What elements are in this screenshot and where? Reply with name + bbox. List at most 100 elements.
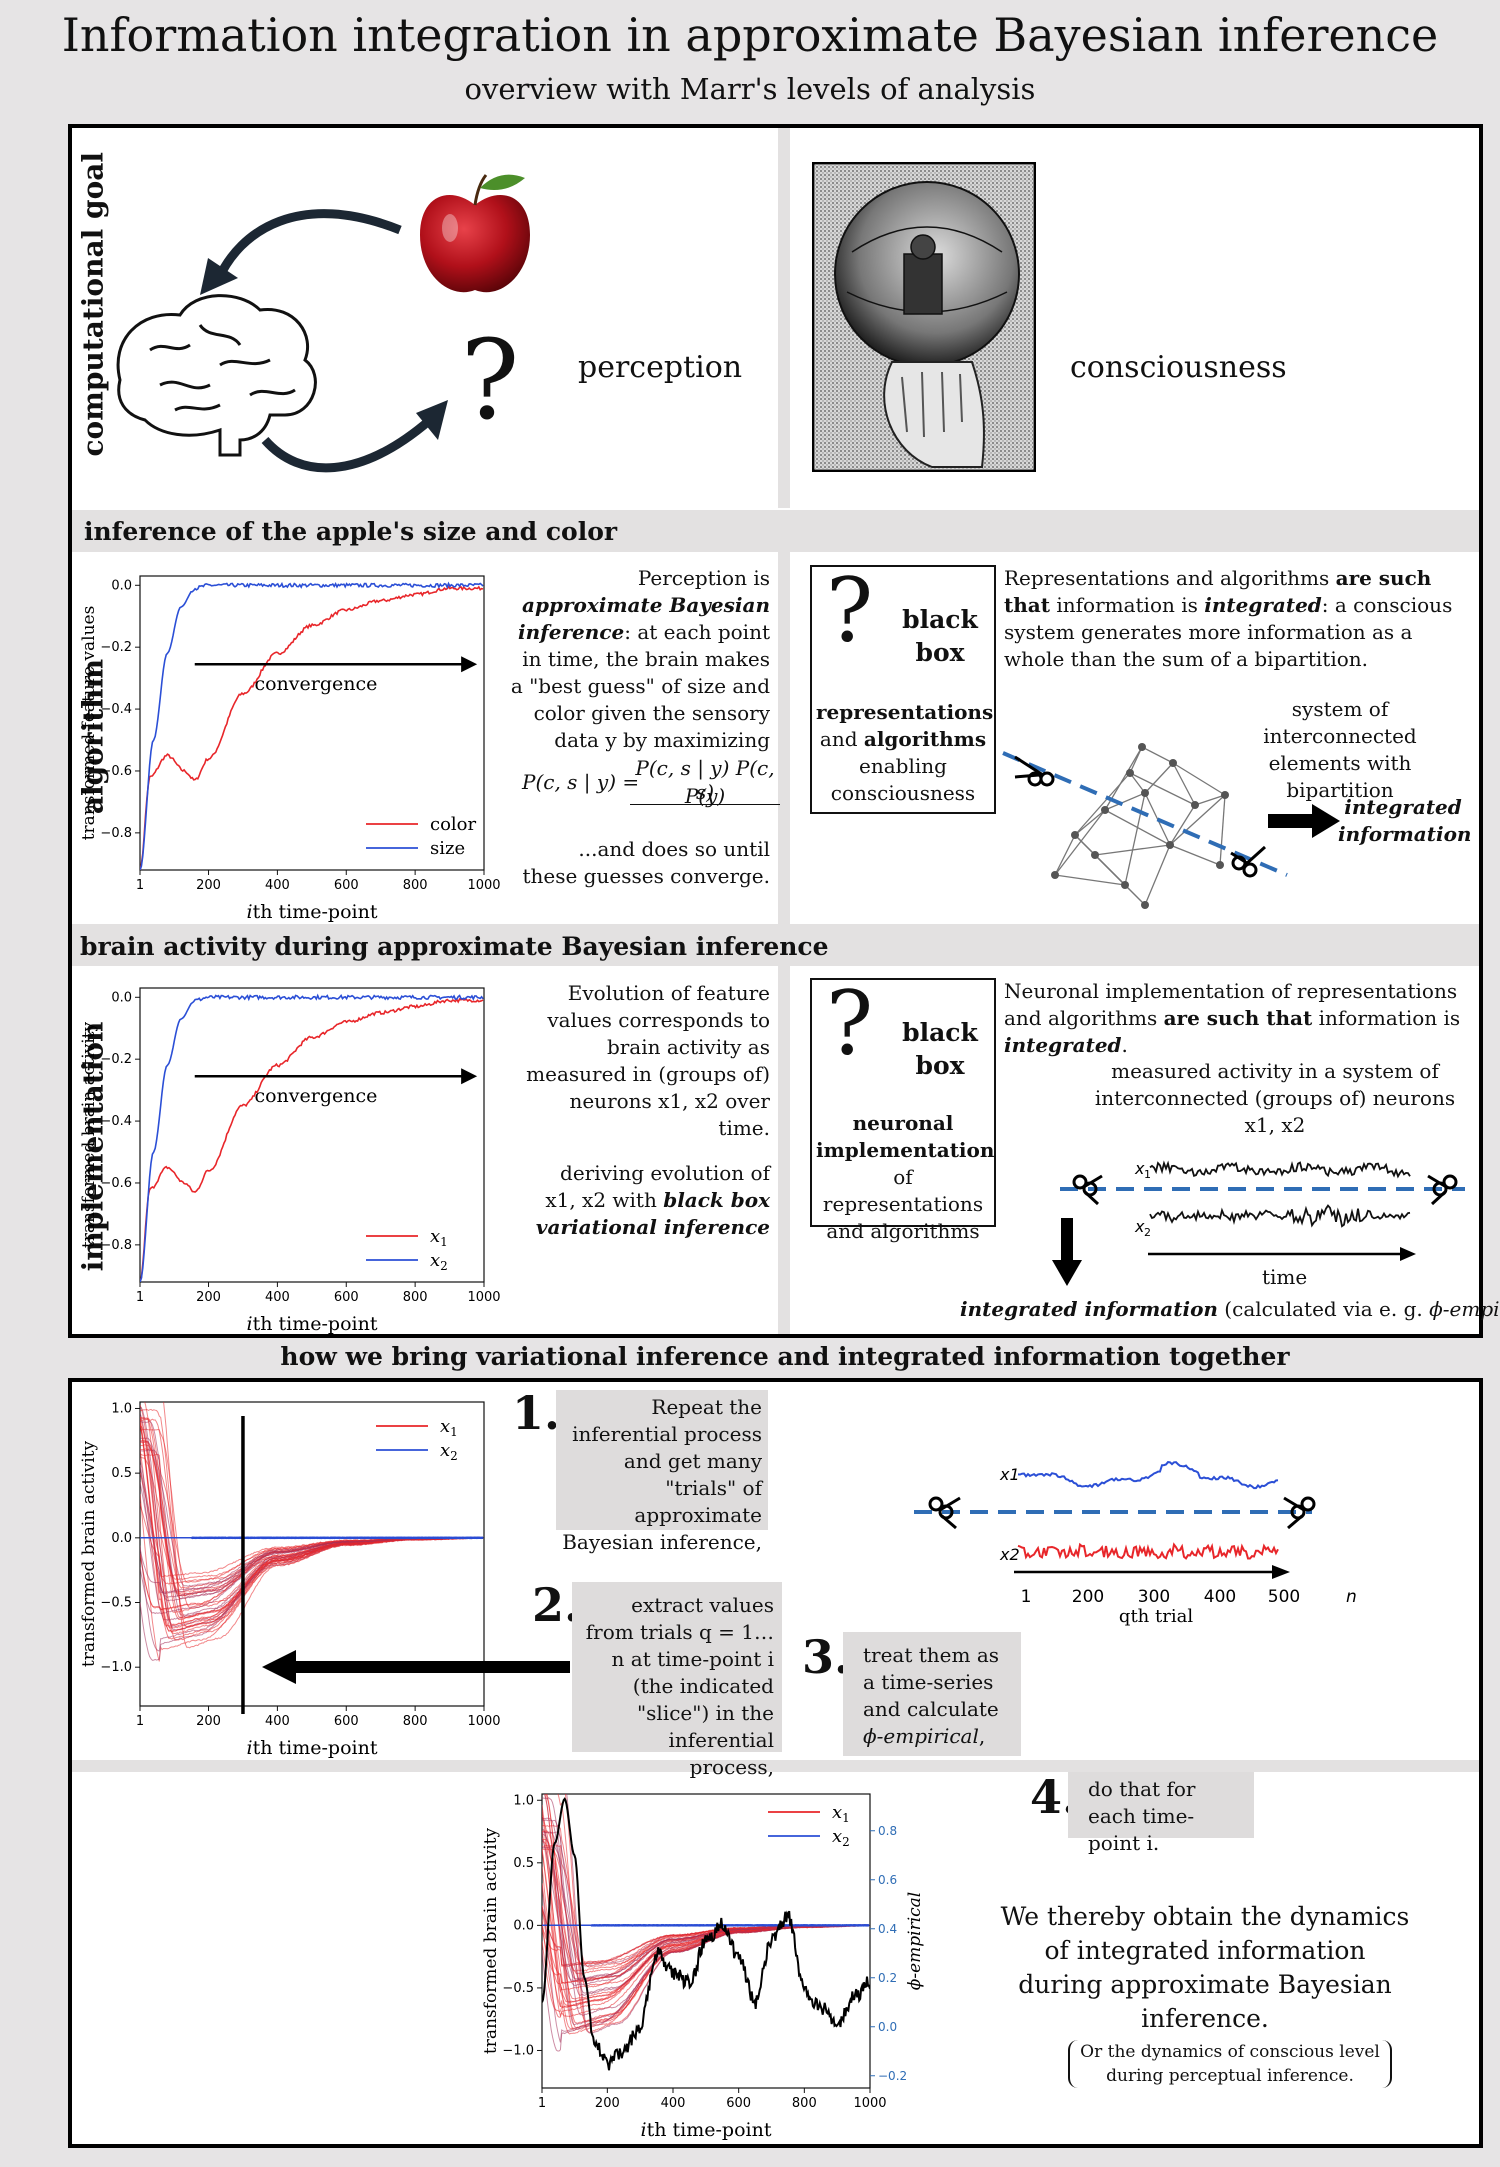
- slice-arrow: [262, 1650, 570, 1684]
- x-tick-label: 800: [792, 2096, 817, 2111]
- bb-enabling: enabling consciousness: [830, 754, 976, 805]
- implementation-right-text: Neuronal implementation of representatio…: [1004, 978, 1474, 1059]
- x-tick-label: 1: [136, 1290, 144, 1305]
- trial-trace-x1: [1017, 1542, 1279, 1560]
- bb-and: and: [819, 727, 864, 751]
- x-tick-label: 200: [595, 2096, 620, 2111]
- chart-brain-activity: 1 200 400 600 800 1000 0.0 −0.2 −0.4 −0.6 −0.8 ith …: [79, 987, 501, 1334]
- y2-tick-label: 0.6: [878, 1873, 897, 1887]
- integrated-info-caption: integrated information (calculated via e…: [960, 1296, 1500, 1323]
- y-tick-label: −1.0: [502, 2043, 534, 2058]
- page-title: Information integration in approximate B…: [61, 8, 1439, 62]
- rt-c: information is: [1056, 593, 1205, 617]
- step3-number: 3.: [802, 1630, 851, 1684]
- y-tick-label: −0.6: [100, 1176, 132, 1191]
- y2-axis-label: ϕ-empirical: [905, 1892, 925, 1991]
- rt-d: integrated: [1204, 593, 1322, 617]
- y-tick-label: 0.0: [111, 990, 132, 1005]
- bipartition-line: [1002, 751, 1288, 877]
- y-tick-label: −0.4: [100, 702, 132, 717]
- x-tick-label: 1000: [467, 1714, 500, 1729]
- impl-vi-b: black box variational inference: [535, 1188, 770, 1239]
- bb-representations: representations: [816, 700, 994, 724]
- label-x2-sub: 2: [1144, 1226, 1151, 1239]
- chart-feature-values: 1 200 400 600 800 1000 0.0 −0.2 −0.4 −0.6 −0.8 ith …: [79, 575, 501, 922]
- step3-c: ,: [978, 1724, 986, 1748]
- x-tick-label: 800: [403, 878, 428, 893]
- bb-neuronal: neuronal implementation: [816, 1111, 995, 1162]
- trial-tick-label: 400: [1204, 1587, 1236, 1607]
- y-axis-label: transformed brain activity: [79, 1022, 99, 1249]
- scissors-icon: [1014, 755, 1055, 787]
- chart-many-trials: 1 200 400 600 800 1000 1.0 0.5 0.0 −0.5 −1.0 ith ti…: [79, 1401, 501, 1758]
- scissors-icon: [1072, 1174, 1103, 1206]
- series-line-x1: [140, 997, 484, 1282]
- hand-mirror-sphere-image: [812, 162, 1036, 472]
- y-tick-label: −0.5: [100, 1596, 132, 1611]
- algorithm-right-text: Representations and algorithms are such …: [1004, 565, 1474, 673]
- y-axis-label: transformed brain activity: [481, 1828, 501, 2055]
- implementation-variational-text: deriving evolution of x1, x2 with black …: [525, 1160, 770, 1241]
- step1-number: 1.: [512, 1386, 561, 1440]
- y-tick-label: 0.5: [111, 1466, 132, 1481]
- x-tick-label: 600: [334, 1290, 359, 1305]
- legend-label-color: color: [430, 814, 477, 835]
- y-tick-label: −0.4: [100, 1114, 132, 1129]
- black-box-title: black box: [902, 1018, 978, 1080]
- question-mark: ?: [461, 316, 520, 444]
- desc-part-c: : at each point in time, the brain makes…: [510, 620, 770, 752]
- black-box-description: neuronal implementation of representatio…: [816, 1110, 994, 1245]
- trial-label-x2: x2: [999, 1545, 1020, 1564]
- page-subtitle: overview with Marr's levels of analysis: [464, 72, 1036, 106]
- x-axis-label: ith time-point: [247, 901, 378, 922]
- time-label: time: [1262, 1265, 1308, 1289]
- step3-b: ϕ-empirical: [863, 1724, 979, 1748]
- x-axis-label: ith time-point: [247, 1313, 378, 1334]
- iic-a: integrated information: [960, 1297, 1218, 1321]
- irt-e: .: [1121, 1033, 1128, 1057]
- brain-icon: [116, 294, 317, 457]
- black-box-question-mark: ?: [826, 559, 874, 662]
- legend-label-size: size: [430, 838, 465, 859]
- desc-part-a: Perception is: [637, 566, 770, 590]
- trial-timeseries-plot: x1 x2 1 200 300 400 500 n qth trial: [914, 1461, 1357, 1627]
- series-line-x1: [140, 1458, 484, 1602]
- apple-icon: [420, 174, 530, 293]
- trial-tick-label: 200: [1072, 1587, 1104, 1607]
- x-tick-label: 200: [196, 1290, 221, 1305]
- y2-tick-label: −0.2: [878, 2069, 907, 2083]
- implementation-description: Evolution of feature values corresponds …: [526, 981, 770, 1140]
- conclusion-text: We thereby obtain the dynamics of integr…: [1000, 1902, 1410, 2033]
- arrow-to-integrated: [1268, 804, 1340, 838]
- x-tick-label: 800: [403, 1714, 428, 1729]
- y-tick-label: −0.6: [100, 764, 132, 779]
- label-perception: perception: [578, 350, 743, 385]
- y2-tick-label: 0.0: [878, 2020, 897, 2034]
- x-tick-label: 200: [196, 878, 221, 893]
- y-tick-label: 0.0: [111, 578, 132, 593]
- irt-d: integrated: [1004, 1033, 1122, 1057]
- legend-label-x2: x2: [832, 1826, 850, 1849]
- y-tick-label: −0.2: [100, 640, 132, 655]
- iic-b: (calculated via e. g.: [1217, 1297, 1430, 1321]
- x-tick-label: 1000: [467, 1290, 500, 1305]
- y-tick-label: −0.5: [502, 1981, 534, 1996]
- trial-tick-label: 500: [1268, 1587, 1300, 1607]
- x-tick-label: 1: [136, 1714, 144, 1729]
- note-text: Or the dynamics of conscious level durin…: [1068, 2040, 1392, 2088]
- trial-x-extra: n: [1346, 1587, 1357, 1607]
- y-tick-label: −0.8: [100, 1238, 132, 1253]
- trial-trace-x2: [1017, 1461, 1279, 1490]
- arrow-brain-to-question: [261, 416, 433, 473]
- series-line-x2: [140, 993, 484, 1282]
- series-line-x1: [144, 1402, 484, 1641]
- trial-tick-label: 1: [1021, 1587, 1032, 1607]
- step3-box: treat them as a time-series and calculat…: [843, 1632, 1021, 1756]
- black-box-algorithm: ? black box representations and algorith…: [810, 559, 996, 814]
- x-axis-label: ith time-point: [641, 2119, 772, 2140]
- iic-c: ϕ-empirical: [1429, 1297, 1500, 1321]
- formula-numerator: P(c, s | y) P(c, s): [630, 756, 780, 805]
- bottom-section-title: how we bring variational inference and i…: [280, 1342, 1290, 1371]
- trial-label-x1: x1: [999, 1465, 1020, 1484]
